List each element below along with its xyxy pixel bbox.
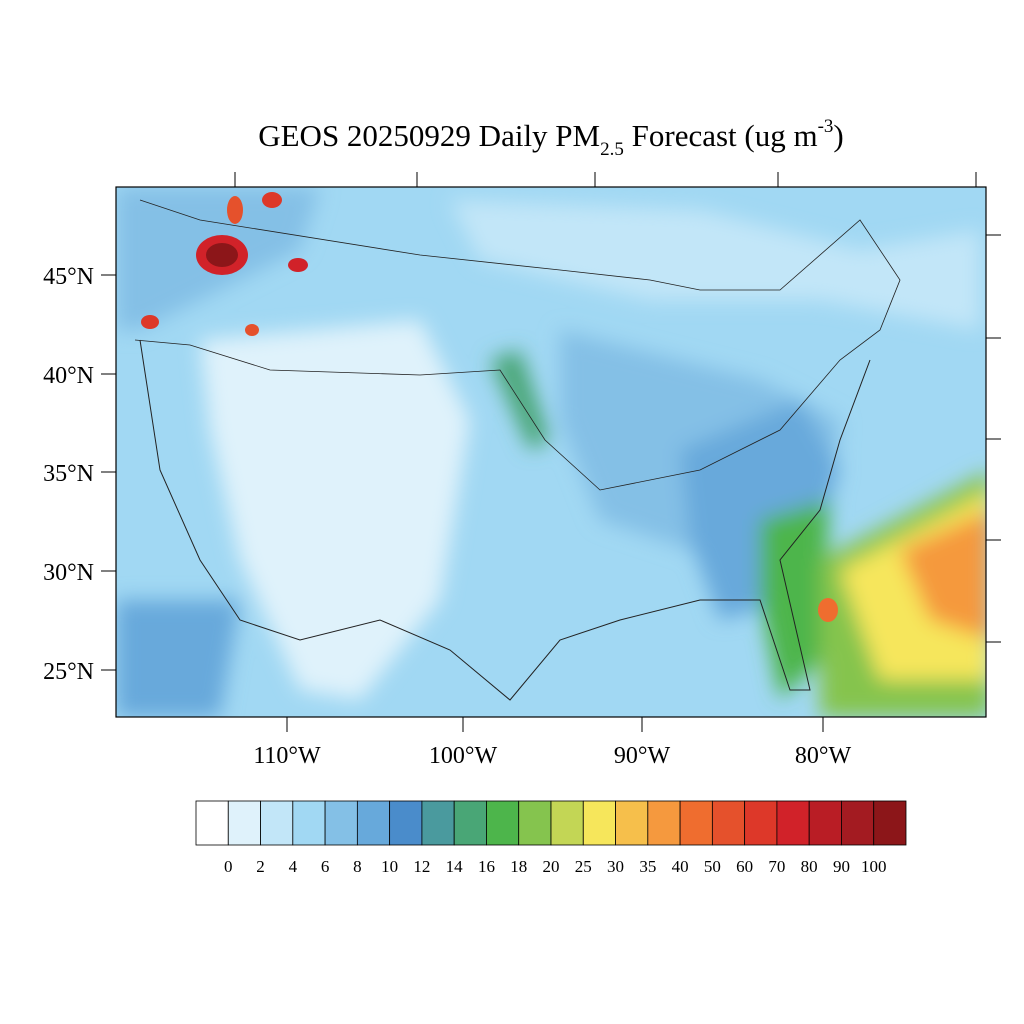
colorbar-box [841,800,875,846]
colorbar-box [356,800,391,846]
colorbar-box [260,800,294,846]
lon-label: 110°W [253,743,321,769]
colorbar-label: 18 [510,857,527,876]
colorbar-box [195,800,229,846]
lat-label: 35°N [43,461,94,487]
colorbar-label: 90 [833,857,850,876]
lat-label: 45°N [43,264,94,290]
colorbar-label: 16 [478,857,495,876]
map-ticks [101,172,1001,732]
title-text: Forecast (ug m [624,118,818,153]
colorbar-label: 25 [575,857,592,876]
colorbar: 0 2 4 6 8 10 12 14 16 18 20 25 30 35 40 50 60 70 80 90 100 [195,800,907,876]
colorbar-label: 14 [446,857,464,876]
colorbar-label: 30 [607,857,624,876]
colorbar-label: 4 [289,857,298,876]
colorbar-label: 70 [768,857,785,876]
title-text: GEOS 20250929 Daily PM [258,118,600,153]
lat-label: 30°N [43,560,94,586]
colorbar-box [227,800,261,846]
colorbar-box [453,800,487,846]
colorbar-box [647,800,681,846]
map-field [116,187,986,717]
lon-label: 100°W [429,743,498,769]
colorbar-label: 6 [321,857,330,876]
title-subscript: 2.5 [600,139,624,160]
colorbar-box [873,800,907,846]
colorbar-label: 100 [861,857,887,876]
colorbar-box [292,800,326,846]
colorbar-label: 10 [381,857,398,876]
colorbar-box [615,800,649,846]
colorbar-box [808,800,842,846]
colorbar-box [518,800,552,846]
colorbar-box [421,800,455,846]
colorbar-label: 40 [672,857,689,876]
colorbar-label: 60 [736,857,753,876]
colorbar-label: 12 [413,857,430,876]
colorbar-box [776,800,810,846]
colorbar-label: 2 [256,857,265,876]
lon-label: 90°W [614,743,671,769]
colorbar-box [389,800,423,846]
colorbar-box [486,800,520,846]
colorbar-label: 50 [704,857,721,876]
map-frame [115,186,987,718]
title-text: ) [833,118,843,153]
lat-label: 40°N [43,363,94,389]
colorbar-box [679,800,713,846]
lon-label: 80°W [795,743,852,769]
colorbar-label: 8 [353,857,362,876]
colorbar-box [550,800,584,846]
colorbar-label: 20 [543,857,560,876]
colorbar-label: 35 [639,857,656,876]
colorbar-box [324,800,358,846]
title: GEOS 20250929 Daily PM2.5 Forecast (ug m… [258,116,844,160]
lat-label: 25°N [43,659,94,685]
colorbar-box [744,800,778,846]
colorbar-box [711,800,746,846]
colorbar-label: 0 [224,857,233,876]
title-superscript: -3 [818,116,834,137]
colorbar-box [582,800,616,846]
colorbar-label: 80 [801,857,818,876]
